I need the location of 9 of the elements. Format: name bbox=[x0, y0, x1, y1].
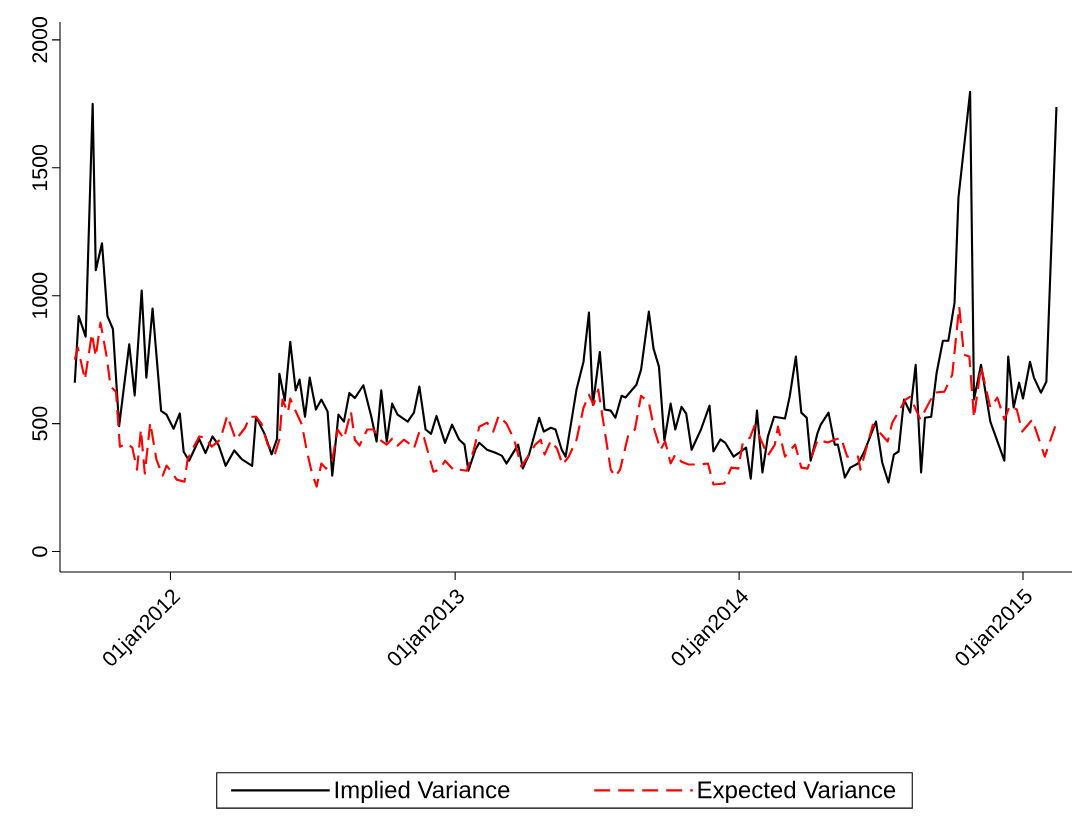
legend-label: Expected Variance bbox=[698, 780, 896, 804]
line-series bbox=[73, 90, 1058, 484]
line-series bbox=[73, 305, 1058, 488]
y-tick-label: 1500 bbox=[32, 144, 48, 190]
y-tick-label: 2000 bbox=[32, 17, 48, 63]
y-tick-label: 500 bbox=[32, 406, 48, 441]
legend-label: Implied Variance bbox=[335, 780, 510, 804]
y-tick-label: 1000 bbox=[32, 272, 48, 318]
y-tick-label: 0 bbox=[32, 546, 48, 557]
